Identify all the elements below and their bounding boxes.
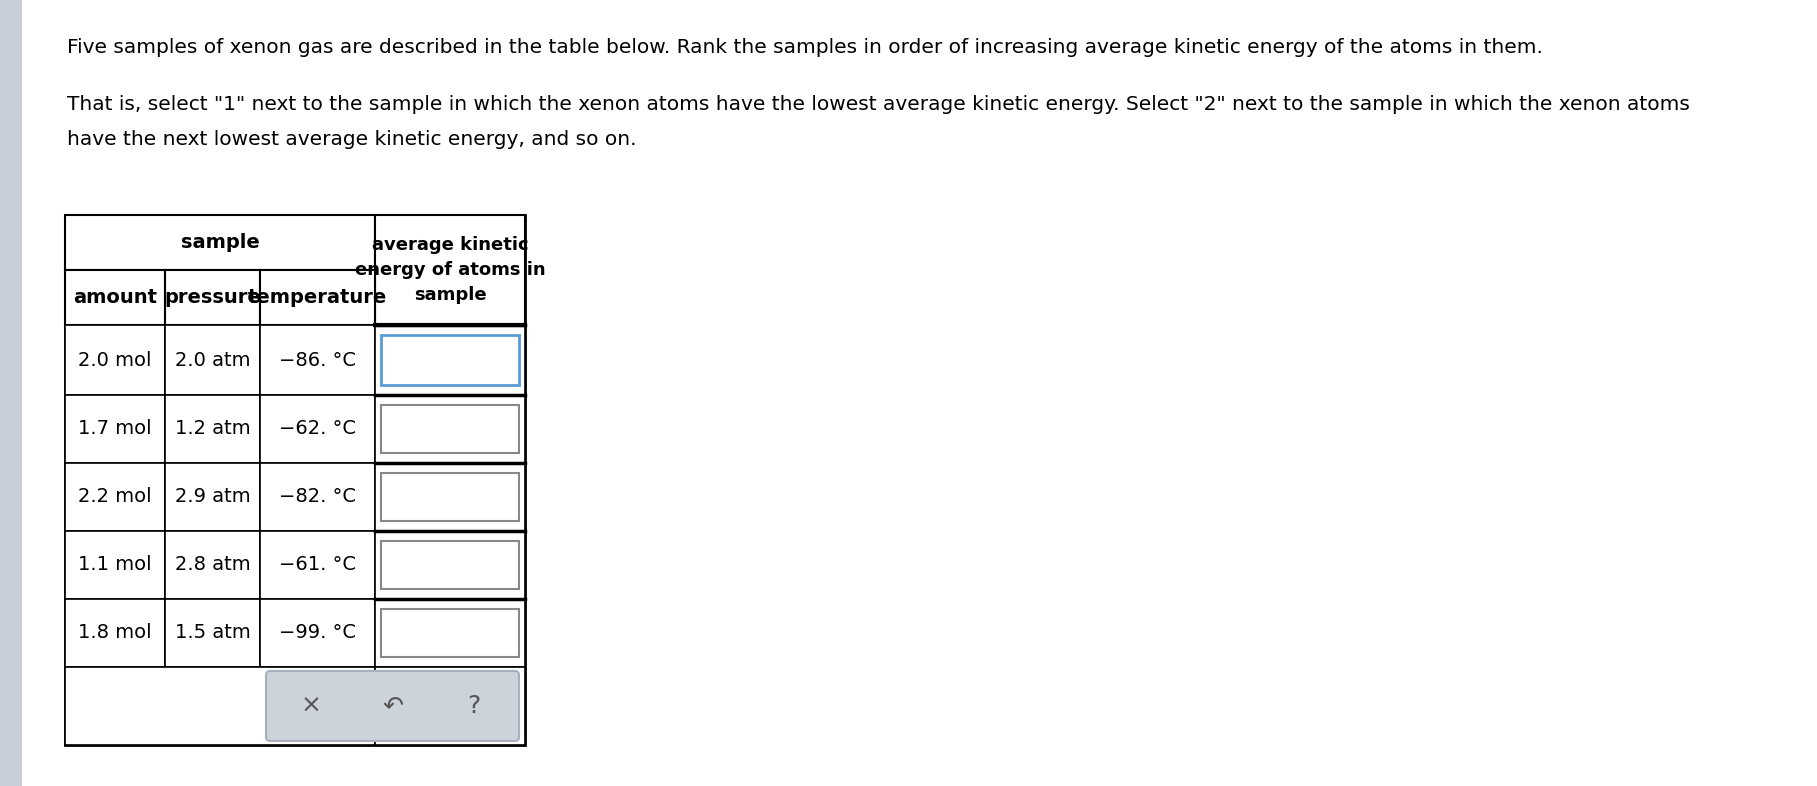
Bar xyxy=(65,215,525,745)
Text: 1.2 atm: 1.2 atm xyxy=(174,420,251,439)
Text: −86. °C: −86. °C xyxy=(280,351,356,369)
Text: sample: sample xyxy=(180,233,260,252)
Bar xyxy=(65,463,165,531)
Bar xyxy=(260,531,374,599)
Bar xyxy=(165,463,260,531)
Bar xyxy=(374,395,525,463)
Text: have the next lowest average kinetic energy, and so on.: have the next lowest average kinetic ene… xyxy=(67,130,636,149)
Text: −99. °C: −99. °C xyxy=(280,623,356,642)
Text: (Choose one)  ▾: (Choose one) ▾ xyxy=(380,624,520,642)
Text: 1.7 mol: 1.7 mol xyxy=(78,420,153,439)
Text: 1.8 mol: 1.8 mol xyxy=(78,623,153,642)
FancyBboxPatch shape xyxy=(265,671,520,741)
Text: −61. °C: −61. °C xyxy=(280,556,356,575)
Bar xyxy=(65,395,165,463)
Bar xyxy=(374,463,525,531)
Text: ×: × xyxy=(300,694,322,718)
Text: amount: amount xyxy=(73,288,156,307)
Bar xyxy=(165,325,260,395)
Text: −62. °C: −62. °C xyxy=(280,420,356,439)
Text: That is, select "1" next to the sample in which the xenon atoms have the lowest : That is, select "1" next to the sample i… xyxy=(67,95,1690,114)
Bar xyxy=(165,395,260,463)
Text: (Choose one)  ▾: (Choose one) ▾ xyxy=(380,420,520,438)
Text: ↶: ↶ xyxy=(382,694,403,718)
Text: Five samples of xenon gas are described in the table below. Rank the samples in : Five samples of xenon gas are described … xyxy=(67,38,1543,57)
Text: (Choose one)  ▾: (Choose one) ▾ xyxy=(380,556,520,574)
Bar xyxy=(260,395,374,463)
Text: temperature: temperature xyxy=(247,288,387,307)
Bar xyxy=(65,270,165,325)
Bar xyxy=(165,599,260,667)
Text: (Choose one)  ▾: (Choose one) ▾ xyxy=(380,351,520,369)
Bar xyxy=(374,599,525,667)
Bar xyxy=(260,270,374,325)
Bar xyxy=(260,599,374,667)
Text: 2.0 mol: 2.0 mol xyxy=(78,351,153,369)
Bar xyxy=(382,335,520,385)
Bar xyxy=(382,405,520,453)
Text: ?: ? xyxy=(467,694,482,718)
Bar xyxy=(374,325,525,395)
Bar xyxy=(374,667,525,745)
Bar xyxy=(65,215,374,270)
Bar xyxy=(165,531,260,599)
Bar xyxy=(382,609,520,657)
Bar xyxy=(382,473,520,521)
Text: (Choose one)  ▾: (Choose one) ▾ xyxy=(380,488,520,506)
Text: 1.5 atm: 1.5 atm xyxy=(174,623,251,642)
Bar xyxy=(65,325,165,395)
Bar xyxy=(65,667,374,745)
Bar xyxy=(65,531,165,599)
Text: 2.2 mol: 2.2 mol xyxy=(78,487,153,506)
Bar xyxy=(65,599,165,667)
Bar xyxy=(260,463,374,531)
Bar xyxy=(165,270,260,325)
Text: 2.9 atm: 2.9 atm xyxy=(174,487,251,506)
Bar xyxy=(374,215,525,325)
Text: average kinetic
energy of atoms in
sample: average kinetic energy of atoms in sampl… xyxy=(354,236,545,304)
Text: 1.1 mol: 1.1 mol xyxy=(78,556,153,575)
Text: −82. °C: −82. °C xyxy=(280,487,356,506)
Bar xyxy=(374,531,525,599)
Text: 2.8 atm: 2.8 atm xyxy=(174,556,251,575)
Text: pressure: pressure xyxy=(164,288,262,307)
Bar xyxy=(260,325,374,395)
Bar xyxy=(0,0,22,786)
Bar xyxy=(382,541,520,589)
Text: 2.0 atm: 2.0 atm xyxy=(174,351,251,369)
